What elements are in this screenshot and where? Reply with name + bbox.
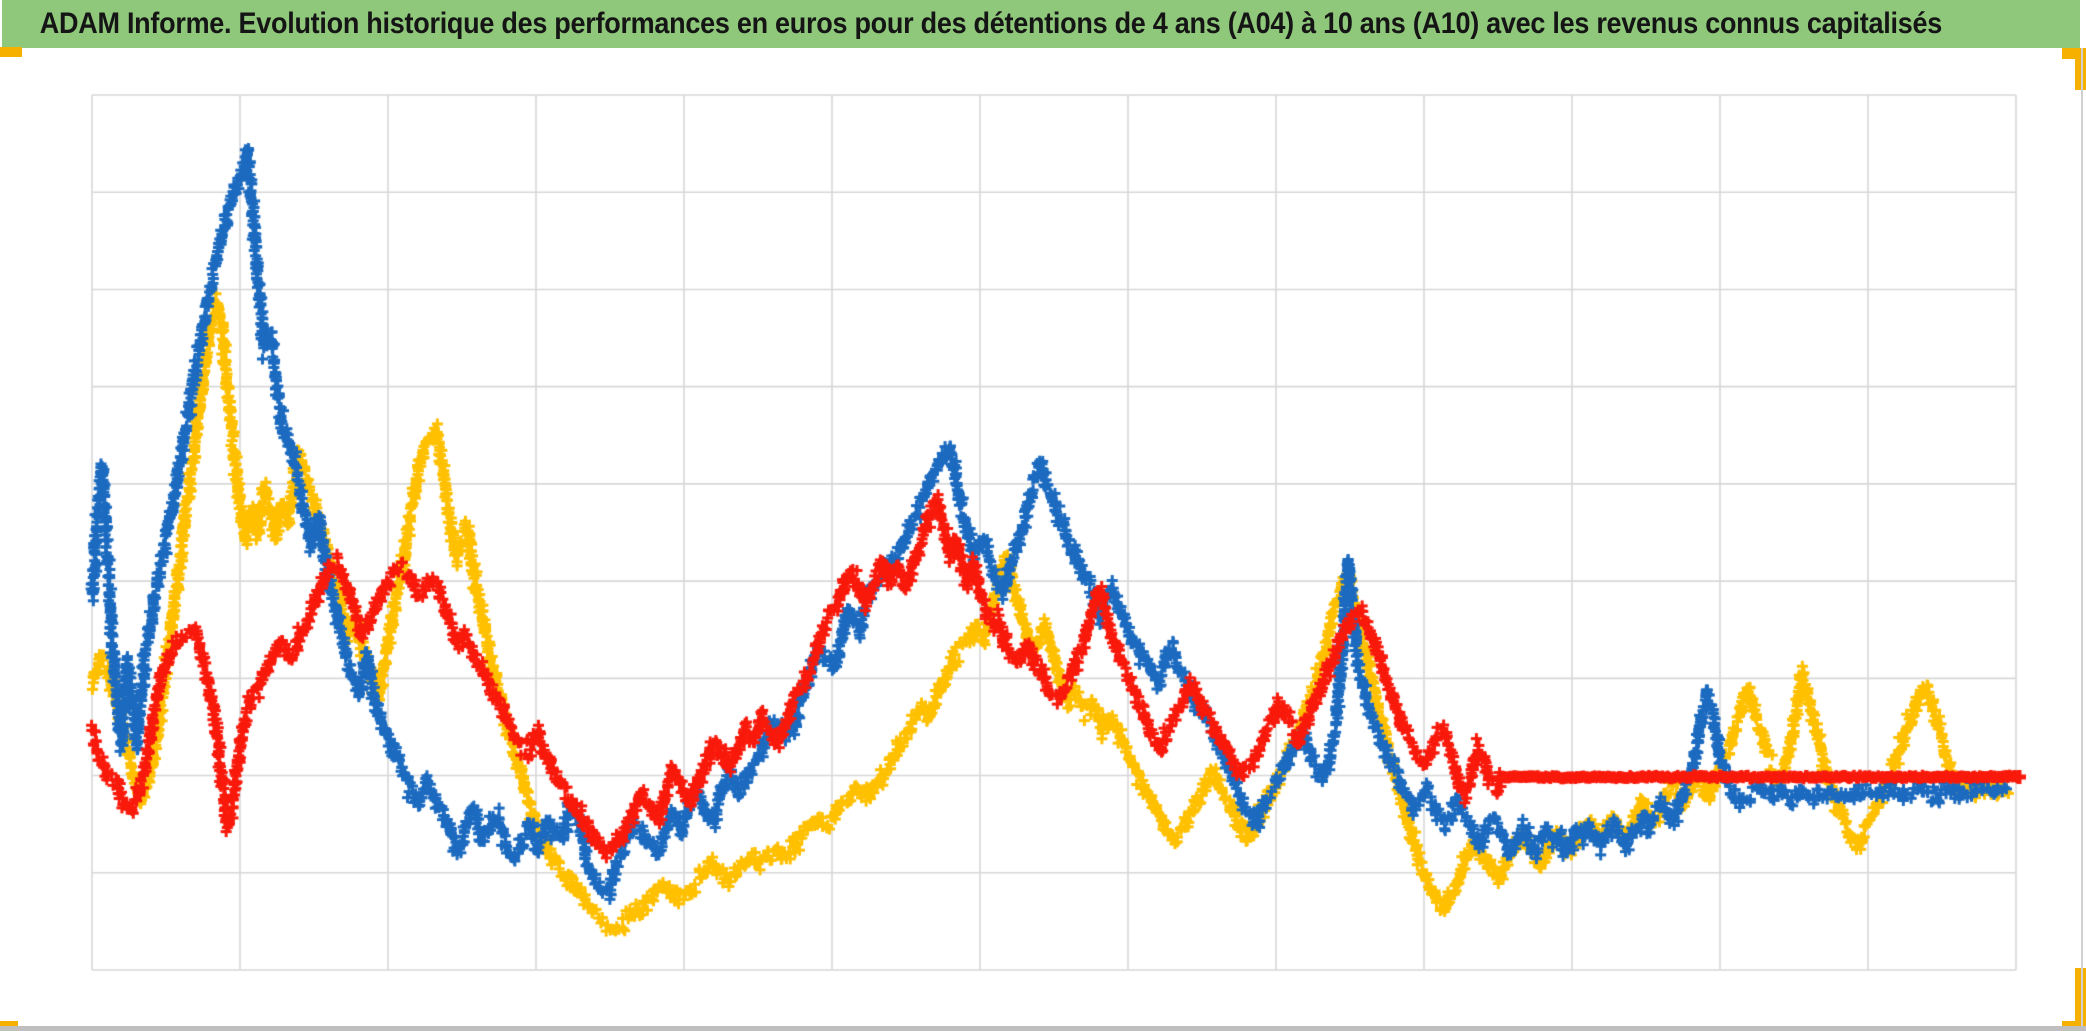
title-bar: ADAM Informe. Evolution historique des p…	[2, 0, 2080, 48]
accent-top-left	[0, 47, 22, 57]
accent-corner-top-right-h	[2062, 48, 2086, 59]
page-title: ADAM Informe. Evolution historique des p…	[39, 7, 1942, 40]
page-bottom-edge	[0, 1026, 2086, 1031]
page-right-edge	[2081, 48, 2083, 1031]
accent-corner-top-right-v	[2075, 48, 2086, 90]
accent-corner-bottom-right-v	[2075, 968, 2086, 1031]
